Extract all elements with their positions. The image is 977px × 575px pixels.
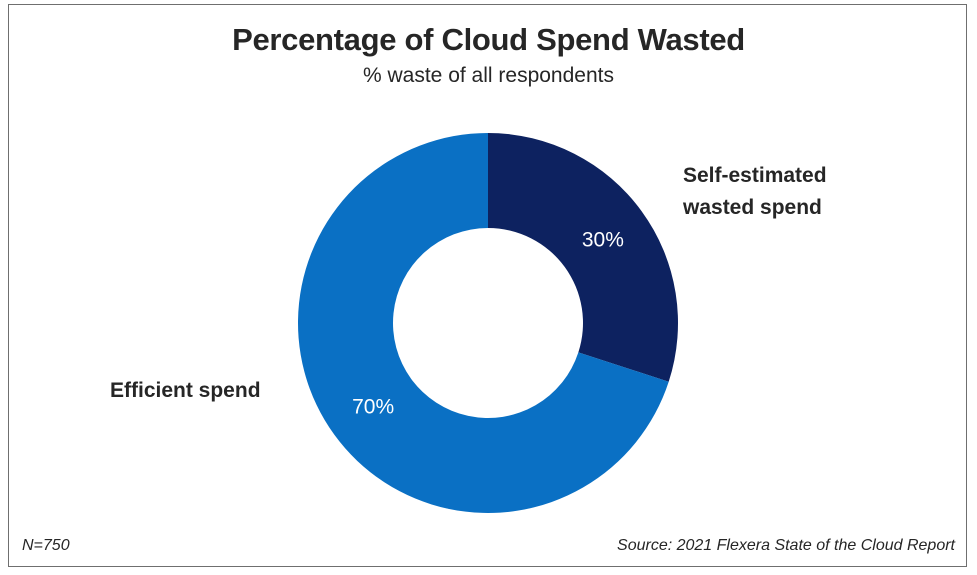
category-label-efficient-line-1: Efficient spend bbox=[110, 379, 261, 402]
slice-wasted-spend bbox=[488, 133, 678, 382]
source-note: Source: 2021 Flexera State of the Cloud … bbox=[617, 537, 955, 554]
slice-value-label-efficient: 70% bbox=[352, 395, 394, 418]
sample-size-note: N=750 bbox=[22, 537, 70, 554]
slice-value-label-wasted: 30% bbox=[582, 229, 624, 252]
category-label-wasted-line-1: Self-estimated bbox=[683, 164, 827, 187]
category-label-wasted-line-2: wasted spend bbox=[683, 196, 822, 219]
slice-efficient-spend bbox=[298, 133, 669, 514]
category-label-wasted: Self-estimated wasted spend bbox=[683, 160, 827, 224]
chart-title: Percentage of Cloud Spend Wasted bbox=[232, 22, 745, 57]
chart-subtitle: % waste of all respondents bbox=[363, 64, 614, 87]
category-label-efficient: Efficient spend bbox=[110, 375, 261, 407]
